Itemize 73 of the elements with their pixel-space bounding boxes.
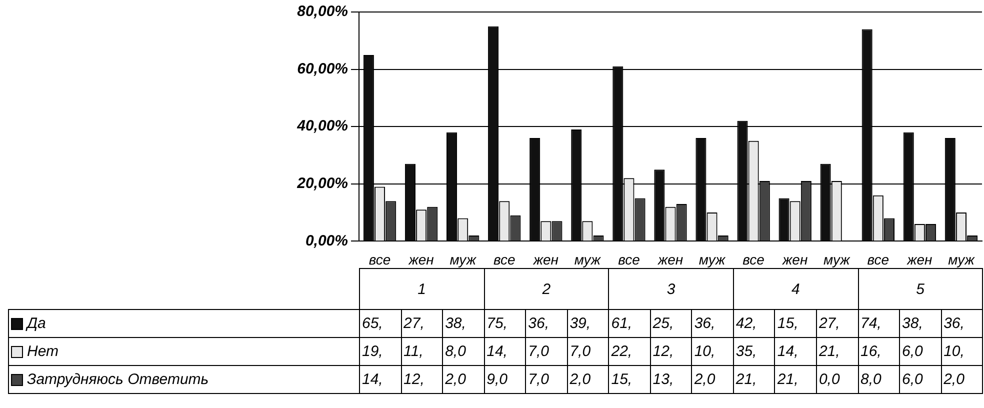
y-tick-label: 60,00%	[297, 60, 348, 78]
x-tick-label: все	[867, 251, 890, 268]
data-label: 11,	[401, 338, 443, 366]
data-label: 27,	[401, 310, 443, 338]
data-label: 36,	[941, 310, 983, 338]
data-label: 8,0	[858, 366, 900, 394]
data-label: 15,	[774, 310, 816, 338]
data-label: 10,	[692, 338, 734, 366]
legend-label: Да	[8, 310, 360, 338]
legend-label: Нет	[8, 338, 360, 366]
data-label: 15,	[608, 366, 650, 394]
x-tick-label: все	[742, 251, 765, 268]
data-label: 14,	[484, 338, 526, 366]
data-label: 7,0	[526, 338, 568, 366]
text: 3	[608, 268, 734, 310]
data-label: 12,	[401, 366, 443, 394]
data-label: 61,	[608, 310, 650, 338]
data-label: 10,	[941, 338, 983, 366]
y-tick-label: 20,00%	[296, 175, 348, 192]
data-label: 22,	[608, 338, 650, 366]
data-label: 16,	[858, 338, 900, 366]
text: 1	[360, 268, 484, 310]
x-tick-label: муж	[824, 251, 852, 268]
data-label: 75,	[484, 310, 526, 338]
data-label: 0,0	[816, 366, 858, 394]
x-tick-label: жен	[408, 251, 434, 268]
data-label: 9,0	[484, 366, 526, 394]
x-tick-label: все	[618, 251, 640, 268]
data-label: 7,0	[567, 338, 609, 366]
data-label: 6,0	[900, 338, 942, 366]
data-label: 21,	[816, 338, 858, 366]
data-label: 2,0	[567, 366, 609, 394]
data-label: 38,	[442, 310, 484, 338]
x-tick-label: жен	[782, 251, 808, 268]
data-label: 14,	[360, 366, 402, 394]
x-tick-label: муж	[698, 251, 727, 268]
text: 4	[733, 268, 858, 310]
x-tick-label: все	[368, 251, 391, 268]
data-label: 65,	[360, 310, 402, 338]
y-tick-label: 80,00%	[297, 3, 348, 20]
data-label: 21,	[733, 366, 775, 394]
text: 5	[858, 268, 983, 310]
x-tick-label: жен	[906, 251, 933, 268]
data-label: 25,	[650, 310, 692, 338]
data-label: 2,0	[692, 366, 734, 394]
text: 2	[484, 268, 609, 310]
x-tick-label: все	[493, 251, 516, 268]
data-label: 19,	[360, 338, 402, 366]
x-tick-label: жен	[532, 251, 559, 268]
legend-label: Затрудняюсь Ответить	[8, 366, 360, 394]
data-label: 14,	[774, 338, 816, 366]
y-tick-label: 0,00%	[305, 232, 348, 250]
data-label: 6,0	[900, 366, 942, 394]
data-label: 36,	[526, 310, 568, 338]
x-tick-label: жен	[656, 251, 684, 268]
data-label: 38,	[900, 310, 942, 338]
y-tick-label: 40,00%	[296, 118, 348, 135]
data-label: 2,0	[941, 366, 983, 394]
x-tick-label: муж	[948, 251, 976, 268]
data-label: 8,0	[442, 338, 484, 366]
x-tick-label: муж	[450, 251, 478, 268]
data-label: 2,0	[442, 366, 484, 394]
data-label: 42,	[733, 310, 775, 338]
data-label: 36,	[692, 310, 734, 338]
data-label: 35,	[733, 338, 775, 366]
data-label: 39,	[567, 310, 609, 338]
data-label: 7,0	[526, 366, 568, 394]
x-tick-label: муж	[574, 251, 602, 268]
data-label: 13,	[650, 366, 692, 394]
data-label: 12,	[650, 338, 692, 366]
data-label: 27,	[816, 310, 858, 338]
data-label: 74,	[858, 310, 900, 338]
data-label: 21,	[774, 366, 816, 394]
